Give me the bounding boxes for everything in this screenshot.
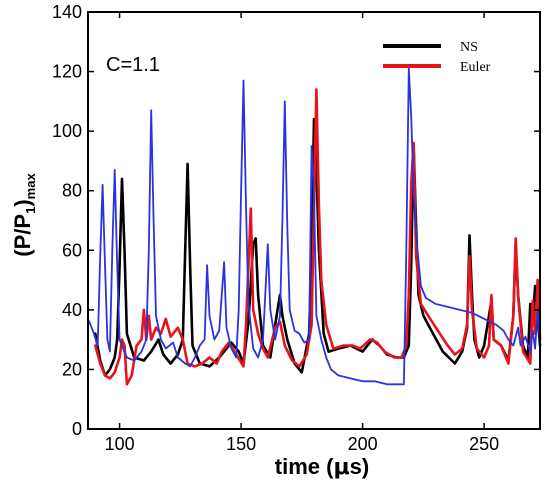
x-tick-label: 150 (226, 434, 256, 454)
legend-label-ns: NS (460, 40, 478, 55)
y-tick-label: 120 (52, 62, 82, 82)
x-tick-label: 100 (105, 434, 135, 454)
y-tick-label: 60 (62, 240, 82, 260)
series-layer (87, 67, 542, 386)
y-tick-label: 40 (62, 300, 82, 320)
y-tick-label: 0 (72, 419, 82, 439)
x-axis-title-mu: μ (333, 455, 349, 480)
y-tick-label: 20 (62, 359, 82, 379)
tick-layer: 0 20 40 60 80 100 120 140 100 150 200 250 (52, 2, 540, 454)
y-axis-title: (P/P1)max (10, 173, 38, 257)
y-tick-label: 140 (52, 2, 82, 22)
x-axis-title-main: time ( (275, 454, 334, 479)
series-line-euler (94, 88, 542, 386)
y-axis-title-close: ) (10, 199, 35, 206)
x-axis-title: time (μs) (275, 454, 369, 480)
y-axis-title-sub1: 1 (23, 207, 38, 214)
y-axis-title-open: (P/P (10, 214, 35, 257)
plot-frame (87, 11, 541, 430)
x-axis-title-unit: s) (350, 454, 370, 479)
x-tick-label: 200 (348, 434, 378, 454)
legend-label-euler: Euler (460, 60, 491, 75)
y-tick-label: 80 (62, 181, 82, 201)
c-annotation: C=1.1 (106, 54, 160, 76)
x-tick-label: 250 (469, 434, 499, 454)
y-axis-title-sub2: max (23, 173, 38, 200)
y-tick-label: 100 (52, 121, 82, 141)
series-line-blue (87, 67, 541, 386)
legend: NS Euler (383, 40, 491, 75)
